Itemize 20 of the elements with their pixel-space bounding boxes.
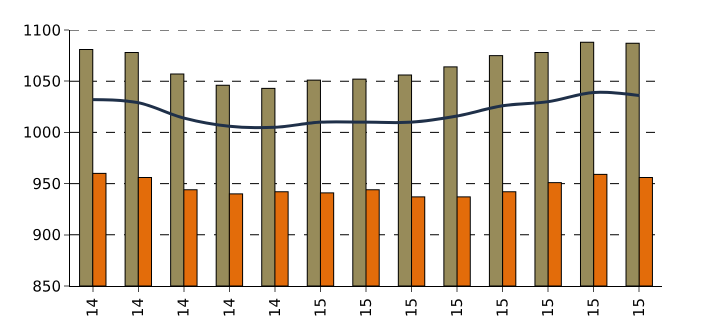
y-tick-label: 900	[32, 226, 61, 244]
x-tick-label: 15	[356, 298, 375, 318]
y-tick-label: 1100	[22, 21, 61, 40]
x-tick-label: 15	[539, 298, 558, 318]
y-tick-label: 850	[32, 277, 61, 296]
x-tick-label: 14	[129, 298, 148, 318]
x-tick-label: 15	[493, 298, 512, 318]
x-tick-label: 15	[630, 298, 648, 318]
x-tick-label: 14	[174, 298, 193, 318]
x-tick-label: 15	[584, 298, 603, 318]
y-tick-label: 1000	[22, 124, 61, 142]
x-tick-label: 14	[266, 298, 284, 318]
x-tick-label: 14	[84, 298, 102, 318]
line-series	[91, 90, 641, 130]
x-tick-label: 15	[402, 298, 420, 318]
y-tick-label: 1050	[22, 72, 61, 90]
x-tick-label: 14	[220, 298, 238, 318]
x-tick-label: 15	[448, 298, 466, 318]
x-tick-label: 15	[311, 298, 330, 318]
y-tick-label: 950	[32, 174, 61, 193]
